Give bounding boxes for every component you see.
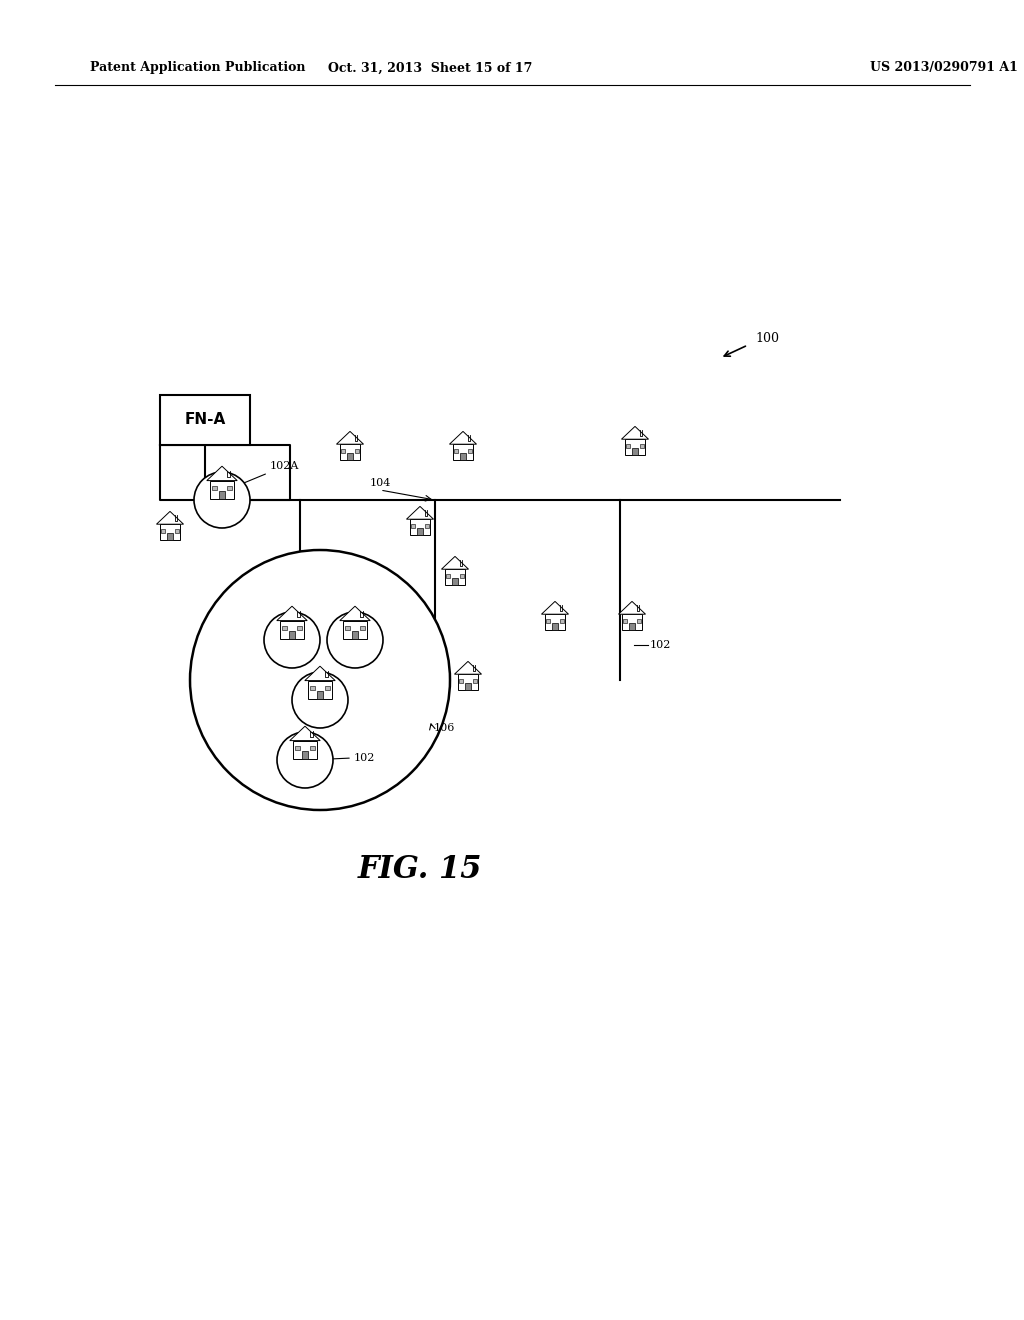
Bar [316, 690, 324, 698]
Circle shape [327, 612, 383, 668]
Circle shape [292, 672, 348, 729]
Bar [289, 631, 295, 639]
Bar [310, 746, 314, 750]
Bar [219, 491, 225, 499]
Bar [460, 574, 464, 578]
Bar [412, 524, 415, 528]
Circle shape [278, 733, 333, 788]
Polygon shape [276, 606, 307, 620]
Polygon shape [157, 511, 183, 524]
Bar [302, 751, 308, 759]
Polygon shape [618, 602, 645, 614]
Bar [627, 444, 630, 447]
Bar [160, 524, 180, 540]
Bar [283, 626, 287, 630]
Bar [354, 449, 358, 453]
Text: Patent Application Publication: Patent Application Publication [90, 62, 305, 74]
Bar [360, 626, 365, 630]
Bar [444, 569, 465, 585]
Bar [175, 529, 178, 533]
Bar [345, 626, 349, 630]
Bar [632, 447, 638, 455]
Bar [446, 574, 451, 578]
Bar [308, 681, 332, 698]
Polygon shape [340, 606, 371, 620]
Polygon shape [290, 726, 321, 741]
Text: 102: 102 [650, 640, 672, 649]
Bar [341, 449, 345, 453]
Bar [552, 623, 558, 630]
Bar [281, 620, 304, 639]
Polygon shape [455, 661, 481, 675]
Bar [227, 486, 231, 490]
Circle shape [190, 550, 450, 810]
Bar [560, 619, 563, 623]
Bar [640, 444, 643, 447]
Text: 104: 104 [370, 478, 391, 488]
Bar [162, 529, 165, 533]
Bar [624, 619, 628, 623]
Polygon shape [441, 557, 469, 569]
Bar [455, 449, 458, 453]
Bar [625, 440, 645, 455]
Polygon shape [407, 507, 433, 519]
Bar [160, 395, 250, 445]
Bar [340, 445, 360, 461]
Text: 102A: 102A [270, 461, 299, 471]
Polygon shape [450, 432, 476, 445]
Bar [417, 528, 423, 535]
Text: 100: 100 [755, 331, 779, 345]
Bar [351, 631, 358, 639]
Bar [452, 578, 458, 585]
Text: US 2013/0290791 A1: US 2013/0290791 A1 [870, 62, 1018, 74]
Polygon shape [542, 602, 568, 614]
Polygon shape [337, 432, 364, 445]
Bar [343, 620, 367, 639]
Polygon shape [622, 426, 648, 440]
Bar [460, 678, 463, 682]
Bar [637, 619, 641, 623]
Circle shape [194, 473, 250, 528]
Text: 102: 102 [354, 752, 376, 763]
Bar [465, 682, 471, 690]
Bar [468, 449, 471, 453]
Bar [297, 626, 302, 630]
Bar [310, 686, 314, 690]
Bar [473, 678, 476, 682]
Bar [458, 675, 478, 690]
Text: FIG. 15: FIG. 15 [357, 854, 482, 886]
Bar [212, 486, 217, 490]
Text: Oct. 31, 2013  Sheet 15 of 17: Oct. 31, 2013 Sheet 15 of 17 [328, 62, 532, 74]
Bar [293, 741, 316, 759]
Bar [295, 746, 300, 750]
Bar [425, 524, 428, 528]
Bar [210, 480, 233, 499]
Bar [347, 453, 353, 461]
Bar [326, 686, 330, 690]
Bar [453, 445, 473, 461]
Bar [167, 533, 173, 540]
Bar [410, 519, 430, 535]
Bar [545, 614, 565, 630]
Bar [629, 623, 635, 630]
Bar [622, 614, 642, 630]
Polygon shape [305, 667, 335, 681]
Text: FN-A: FN-A [184, 412, 225, 428]
Circle shape [264, 612, 319, 668]
Polygon shape [207, 466, 238, 480]
Text: 106: 106 [434, 723, 456, 733]
Bar [460, 453, 466, 461]
Bar [547, 619, 550, 623]
